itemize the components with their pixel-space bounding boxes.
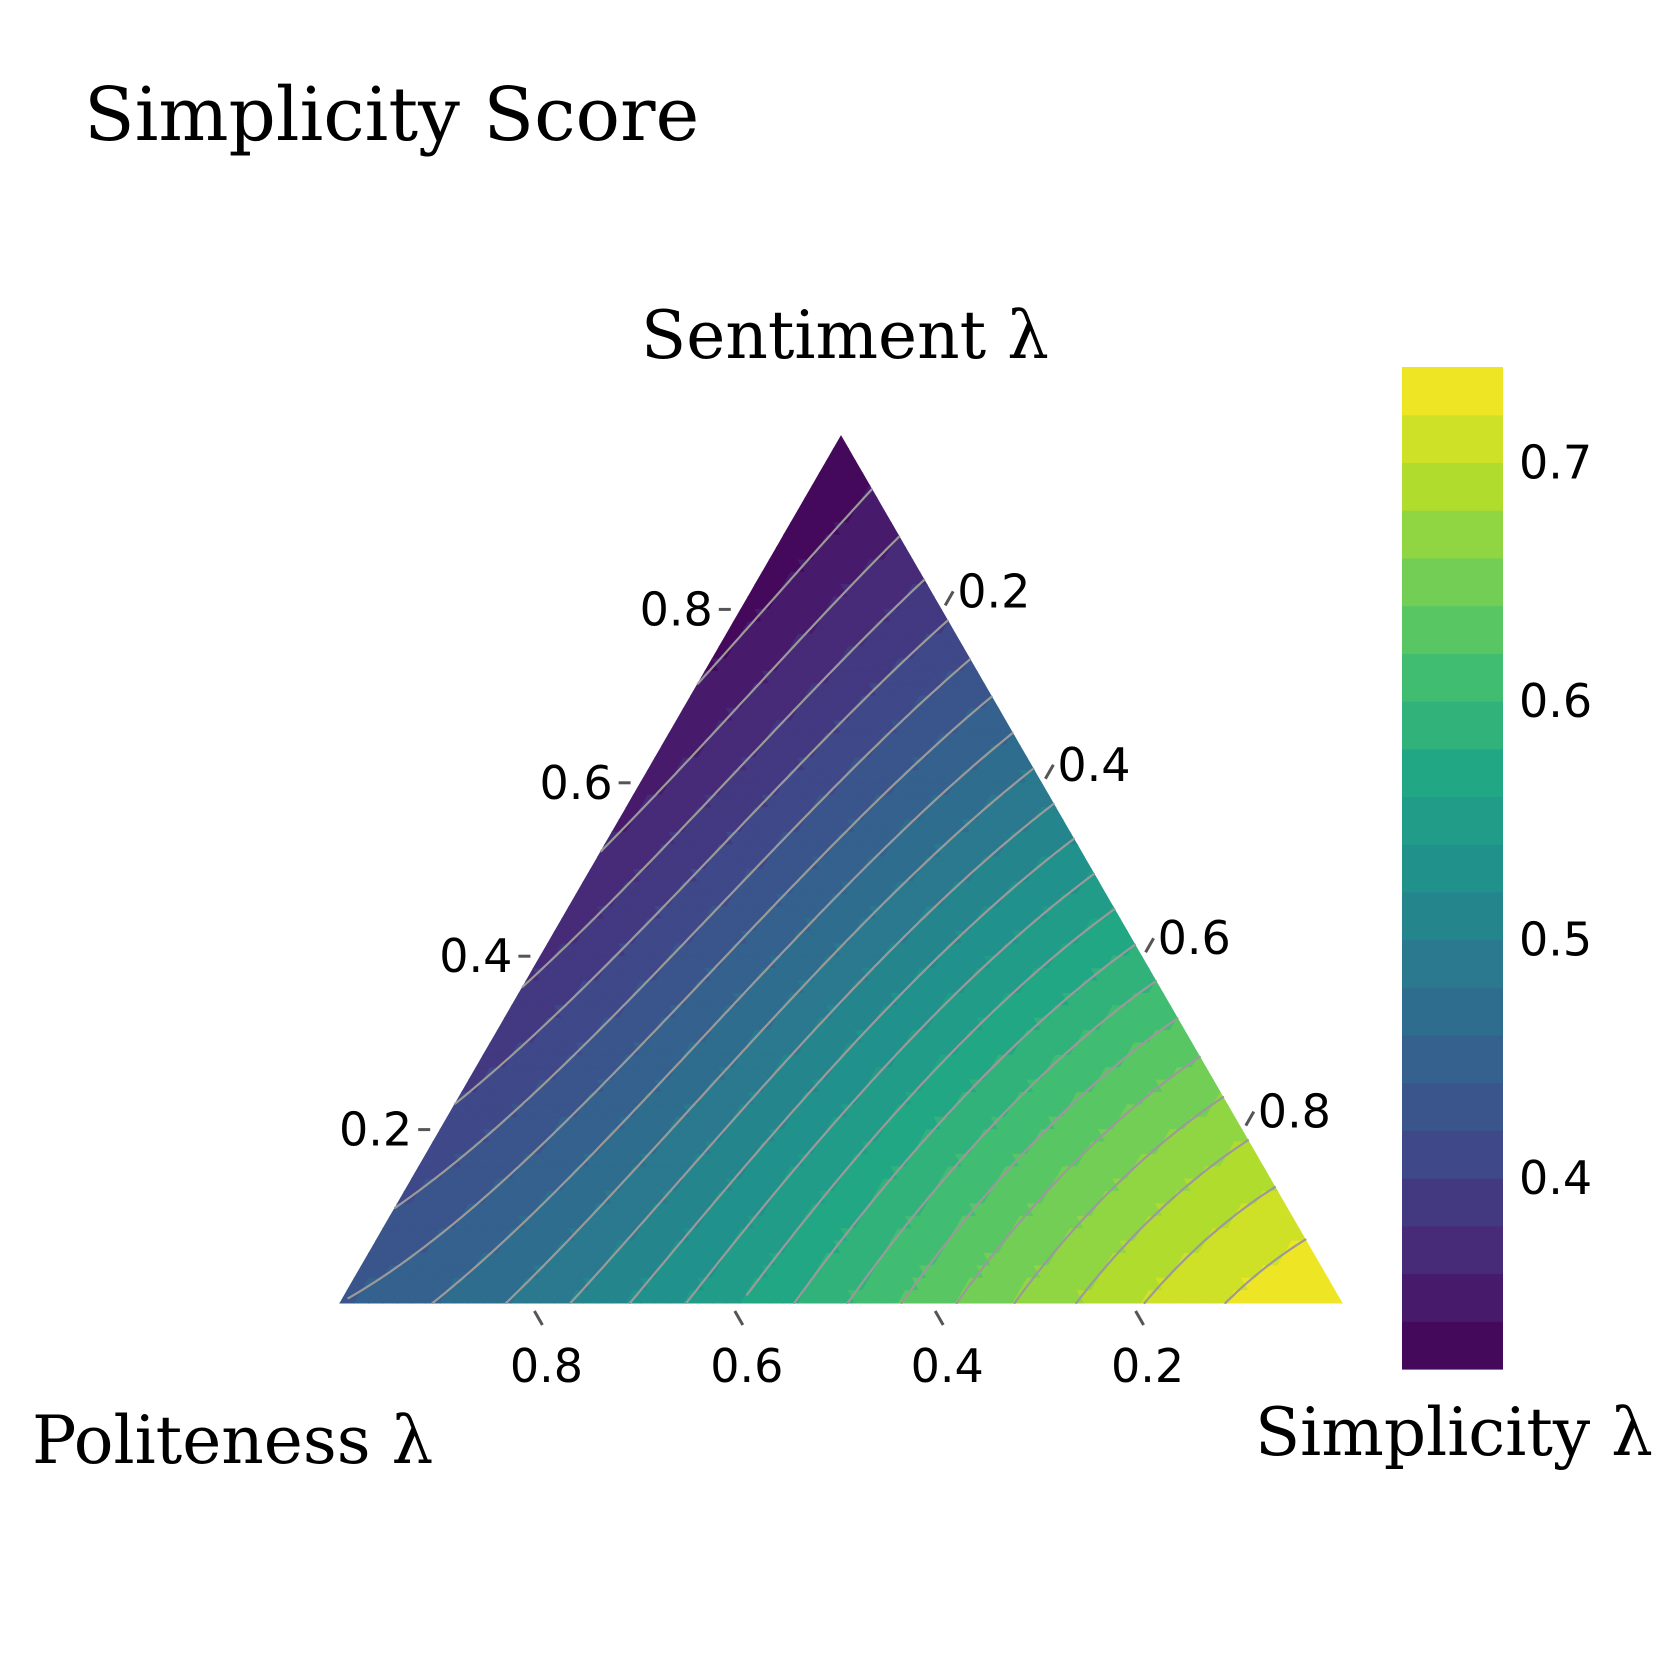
colorbar-segment (1402, 701, 1503, 750)
politeness-tick-label: 0.4 (911, 1339, 984, 1393)
contour-line (504, 767, 1035, 1305)
colorbar-tick-label: 0.7 (1519, 435, 1592, 489)
simplicity-tick-label: 0.6 (1158, 911, 1231, 965)
colorbar-segment (1402, 987, 1503, 1036)
contour-line (685, 872, 1096, 1305)
contour-line (628, 837, 1075, 1305)
colorbar-segment (1402, 367, 1503, 416)
colorbar-segment (1402, 462, 1503, 511)
contour-line (1224, 1238, 1307, 1305)
colorbar: 0.4 0.5 0.6 0.7 (1402, 367, 1592, 1370)
colorbar-segment (1402, 1225, 1503, 1275)
politeness-tick-label: 0.2 (1111, 1339, 1184, 1393)
contour-band (396, 620, 971, 1205)
colorbar-segment (1402, 414, 1503, 464)
top-axis-label: Sentiment λ (641, 297, 1049, 374)
colorbar-tick-label: 0.4 (1519, 1151, 1592, 1205)
politeness-tick (1134, 1310, 1145, 1326)
colorbar-segment (1402, 653, 1503, 702)
colorbar-segment (1402, 748, 1503, 798)
colorbar-tick-label: 0.6 (1519, 674, 1592, 728)
contour-line (600, 535, 901, 853)
contour-line (846, 979, 1157, 1305)
colorbar-segment (1402, 605, 1503, 654)
contour-line (521, 578, 926, 988)
simplicity-tick (1244, 1110, 1256, 1127)
simplicity-tick (1144, 937, 1155, 953)
colorbar-segment (1402, 1321, 1503, 1370)
simplicity-tick (943, 590, 955, 607)
colorbar-segment (1402, 891, 1503, 941)
contour-lines (347, 488, 1307, 1305)
simplicity-tick-label: 0.2 (957, 564, 1030, 618)
colorbar-segment (1402, 1273, 1503, 1322)
contour-band (611, 484, 900, 834)
colorbar-segment (1402, 557, 1503, 607)
contour-line (347, 695, 993, 1300)
contour-band (740, 905, 1136, 1304)
sentiment-tick-label: 0.8 (640, 582, 713, 636)
colorbar-segment (1402, 939, 1503, 988)
contour-line (955, 1055, 1201, 1305)
sentiment-tick-label: 0.2 (339, 1103, 412, 1157)
politeness-tick-label: 0.6 (710, 1339, 783, 1393)
contour-band (954, 1054, 1222, 1304)
contour-line (393, 658, 972, 1209)
contour-band (439, 732, 1035, 1304)
contour-band (682, 868, 1114, 1304)
right-axis-label: Simplicity λ (1255, 1394, 1653, 1471)
simplicity-tick (1044, 764, 1055, 780)
contour-line (1013, 1096, 1225, 1305)
contour-band (353, 695, 1014, 1304)
contour-band (897, 1017, 1200, 1304)
colorbar-tick-label: 0.5 (1519, 913, 1592, 967)
colorbar-segment (1402, 1178, 1503, 1227)
contour-band (704, 435, 871, 672)
sentiment-tick-label: 0.4 (439, 929, 512, 983)
contour-line (454, 619, 949, 1105)
colorbar-segment (1402, 1130, 1503, 1179)
sentiment-tick-label: 0.6 (539, 756, 612, 810)
politeness-tick-label: 0.8 (510, 1339, 583, 1393)
contour-band (847, 980, 1179, 1304)
simplicity-tick-label: 0.4 (1057, 738, 1130, 792)
politeness-tick (533, 1310, 544, 1326)
contour-line (793, 943, 1136, 1305)
contour-fill (339, 435, 1343, 1304)
contour-band (1012, 1091, 1250, 1304)
simplicity-tick-label: 0.8 (1258, 1085, 1331, 1139)
chart-title: Simplicity Score (84, 72, 699, 158)
contour-band (525, 534, 928, 982)
contour-band (511, 769, 1057, 1304)
politeness-tick (933, 1310, 945, 1326)
colorbar-segment (1402, 1082, 1503, 1132)
contour-line (569, 802, 1055, 1305)
politeness-tick (733, 1310, 745, 1326)
contour-line (746, 908, 1116, 1296)
contour-line (1075, 1139, 1249, 1305)
contour-line (1143, 1185, 1276, 1305)
colorbar-segment (1402, 796, 1503, 845)
left-axis-label: Politeness λ (32, 1402, 433, 1479)
colorbar-segment (1402, 844, 1503, 893)
contour-line (900, 1017, 1179, 1305)
contour-line (431, 731, 1014, 1305)
contour-band (1140, 1190, 1307, 1304)
contour-line (696, 488, 873, 685)
axis-ticks: 0.2 0.4 0.6 0.8 0.2 0.4 0.6 0.8 0.2 0.4 0.6 0.8 (339, 564, 1331, 1393)
colorbar-segment (1402, 1035, 1503, 1084)
colorbar-segment (1402, 510, 1503, 559)
